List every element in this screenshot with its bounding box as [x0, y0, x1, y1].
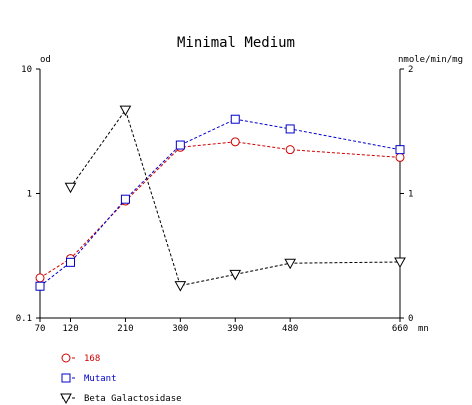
series-line-1 [39, 118, 401, 287]
data-point-square [66, 257, 76, 267]
left-y-tick-label: 1 [27, 190, 32, 200]
legend-marker [61, 353, 71, 363]
legend: 168 Mutant Beta Galactosidase [60, 353, 182, 405]
x-tick-label: 120 [62, 324, 78, 334]
data-point-square [395, 145, 405, 155]
data-point-square [120, 194, 130, 204]
right-y-tick-label: 1 [408, 190, 413, 200]
right-axis-label: nmole/min/mg [398, 55, 463, 65]
series-layer [35, 105, 406, 292]
data-point-circle [230, 137, 240, 147]
series-line-2 [70, 108, 401, 287]
legend-label: Beta Galactosidase [84, 394, 182, 404]
right-y-tick-label: 2 [408, 65, 413, 75]
x-tick-label: 390 [227, 324, 243, 334]
x-tick-label: 300 [172, 324, 188, 334]
data-point-square [175, 140, 185, 150]
data-point-triangle-down [284, 258, 297, 270]
x-tick-label: 70 [35, 324, 46, 334]
data-point-circle [285, 145, 295, 155]
left-axis-label: od [40, 55, 51, 65]
legend-label: Mutant [84, 374, 117, 384]
data-point-square [35, 281, 45, 291]
data-point-square [230, 114, 240, 124]
data-point-triangle-down [394, 257, 406, 269]
legend-marker [61, 373, 71, 383]
left-y-tick-label: 10 [21, 65, 32, 75]
data-point-circle [35, 273, 45, 283]
data-point-triangle-down [119, 105, 132, 117]
left-y-tick-label: 0.1 [16, 314, 32, 324]
data-point-square [285, 124, 295, 134]
series-line-0 [39, 141, 401, 279]
x-tick-label: 480 [282, 324, 298, 334]
data-point-triangle-down [229, 269, 242, 281]
right-y-tick-label: 0 [408, 314, 413, 324]
legend-marker [60, 393, 72, 405]
x-tick-label: 210 [117, 324, 133, 334]
chart-title: Minimal Medium [177, 35, 295, 51]
x-axis-unit: mn [418, 324, 429, 334]
data-point-triangle-down [64, 182, 77, 194]
data-point-triangle-down [174, 281, 187, 292]
data-point-circle [395, 152, 405, 162]
x-tick-label: 660 [392, 324, 408, 334]
legend-label: 168 [84, 354, 100, 364]
